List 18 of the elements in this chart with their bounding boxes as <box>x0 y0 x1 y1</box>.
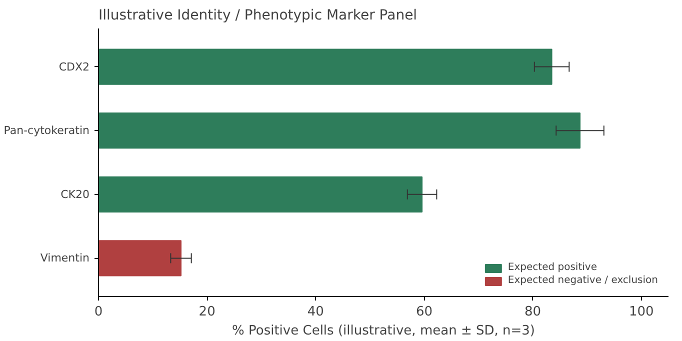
bar <box>98 112 581 149</box>
x-tick-label: 40 <box>307 304 324 320</box>
x-tick-label: 0 <box>94 304 103 320</box>
bar <box>98 48 552 85</box>
legend-label: Expected negative / exclusion <box>508 275 658 286</box>
x-tick-label: 80 <box>524 304 542 320</box>
x-tick-label: 60 <box>416 304 432 320</box>
chart-title: Illustrative Identity / Phenotypic Marker Panel <box>98 8 418 24</box>
y-tick-label: CK20 <box>60 188 90 201</box>
x-tick-label: 100 <box>628 304 654 320</box>
bar <box>98 240 182 276</box>
x-axis-title: % Positive Cells (illustrative, mean ± SD, n=3) <box>232 324 535 338</box>
y-tick-label: CDX2 <box>58 60 90 74</box>
x-tick-label: 20 <box>198 304 216 320</box>
y-tick-label: Vimentin <box>40 252 90 265</box>
y-tick-label: Pan-cytokeratin <box>4 124 90 138</box>
bar <box>98 176 423 212</box>
legend-label: Expected positive <box>508 262 597 273</box>
